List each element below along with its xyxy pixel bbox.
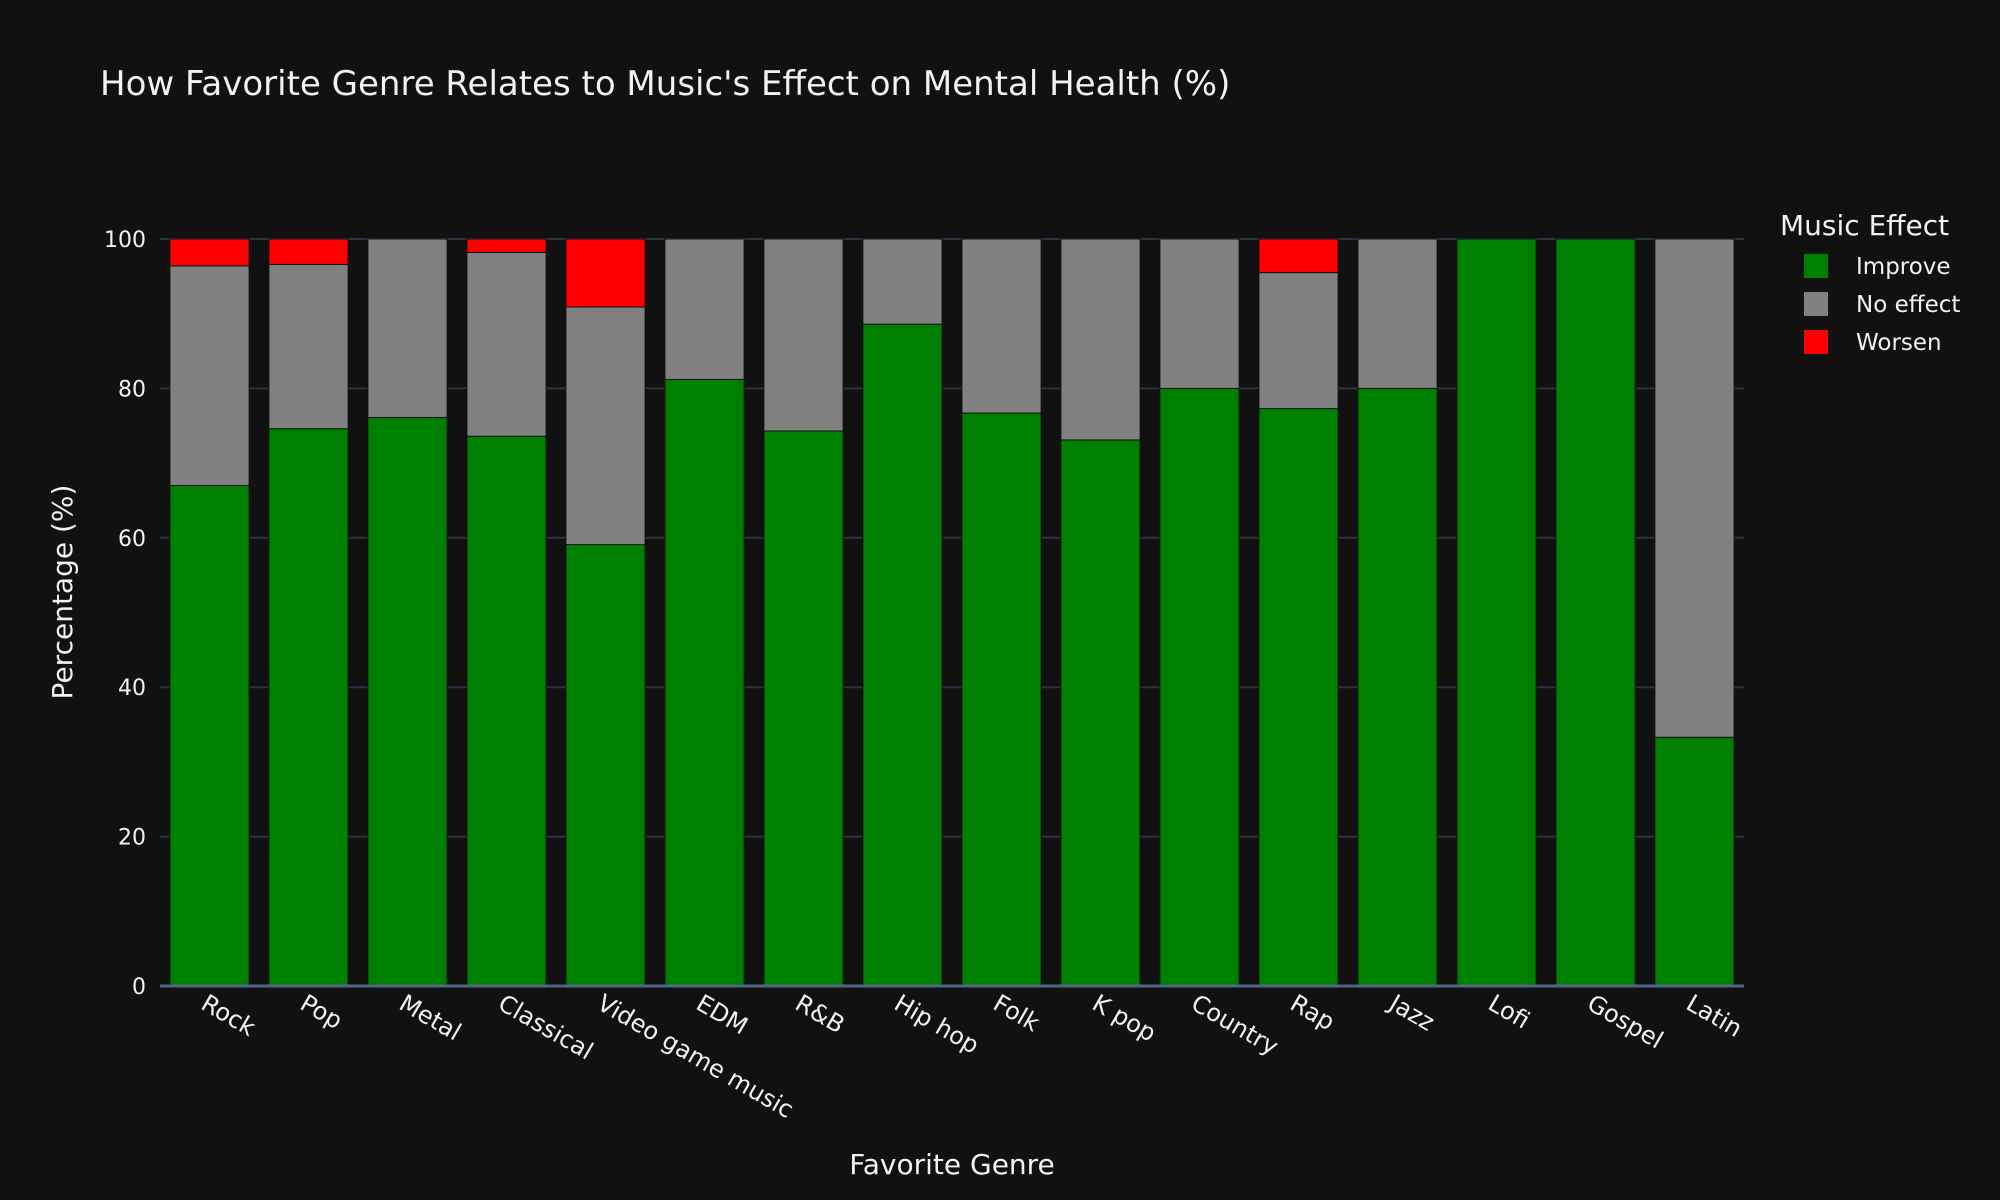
x-tick-label: Gospel: [1583, 989, 1668, 1054]
x-tick-label: Hip hop: [890, 989, 984, 1060]
x-tick-label: Classical: [494, 989, 598, 1065]
bar-worsen: [1258, 238, 1339, 274]
bar-improve: [763, 430, 844, 987]
chart-title: How Favorite Genre Relates to Music's Ef…: [100, 64, 1231, 104]
x-tick-label: K pop: [1088, 989, 1161, 1048]
bar-no-effect: [1060, 238, 1141, 441]
bar-no-effect: [1654, 238, 1735, 738]
legend-item: No effect: [1856, 292, 1960, 318]
bar-improve: [1159, 387, 1240, 987]
x-tick-label: Jazz: [1383, 988, 1439, 1037]
bar-improve: [862, 323, 943, 987]
bar-worsen: [268, 238, 349, 265]
bar-improve: [961, 412, 1042, 987]
bar-no-effect: [367, 238, 448, 419]
x-tick-label: Metal: [395, 989, 466, 1046]
legend-item: Improve: [1856, 254, 1951, 280]
bar-improve: [1456, 238, 1537, 987]
bar-no-effect: [961, 238, 1042, 414]
legend-swatch: [1804, 254, 1828, 278]
legend-swatch: [1804, 292, 1828, 316]
legend-title: Music Effect: [1780, 209, 1949, 242]
bar-worsen: [565, 238, 646, 308]
bar-improve: [169, 485, 250, 987]
y-tick-label: 0: [132, 975, 146, 1000]
legend-swatch: [1804, 330, 1828, 354]
bar-improve: [1258, 408, 1339, 987]
y-axis-title: Percentage (%): [46, 485, 79, 700]
y-tick-label: 20: [118, 826, 146, 851]
bar-improve: [367, 417, 448, 987]
bar-worsen: [466, 238, 547, 253]
y-tick-label: 100: [104, 228, 146, 253]
x-tick-label: R&B: [791, 989, 850, 1039]
bar-worsen: [169, 238, 250, 267]
x-tick-label: Pop: [296, 989, 348, 1035]
x-tick-label: Country: [1187, 989, 1284, 1061]
bar-improve: [466, 435, 547, 987]
bar-no-effect: [763, 238, 844, 432]
bar-no-effect: [268, 263, 349, 430]
y-tick-label: 80: [118, 377, 146, 402]
bar-improve: [1555, 238, 1636, 987]
x-tick-label: Lofi: [1484, 989, 1535, 1035]
bar-improve: [664, 378, 745, 987]
bar-no-effect: [1159, 238, 1240, 389]
x-tick-label: Rap: [1286, 989, 1340, 1036]
bars: [169, 238, 1735, 987]
bar-no-effect: [1357, 238, 1438, 389]
bar-no-effect: [466, 251, 547, 437]
bar-improve: [1654, 736, 1735, 987]
x-tick-label: Latin: [1682, 989, 1747, 1043]
bar-no-effect: [862, 238, 943, 325]
x-tick-label: EDM: [692, 989, 753, 1040]
legend-item: Worsen: [1856, 330, 1942, 356]
bar-improve: [565, 544, 646, 987]
x-tick-label: Rock: [197, 989, 261, 1042]
x-axis-title: Favorite Genre: [849, 1148, 1055, 1181]
legend: Music Effect Improve No effect Worsen: [1780, 209, 1960, 356]
bar-no-effect: [169, 265, 250, 487]
bar-no-effect: [565, 306, 646, 546]
bar-no-effect: [664, 238, 745, 380]
bar-improve: [268, 428, 349, 987]
bar-improve: [1060, 439, 1141, 987]
y-tick-label: 40: [118, 676, 146, 701]
x-tick-label: Folk: [989, 989, 1045, 1037]
bar-no-effect: [1258, 272, 1339, 410]
y-tick-label: 60: [118, 527, 146, 552]
bar-improve: [1357, 387, 1438, 987]
